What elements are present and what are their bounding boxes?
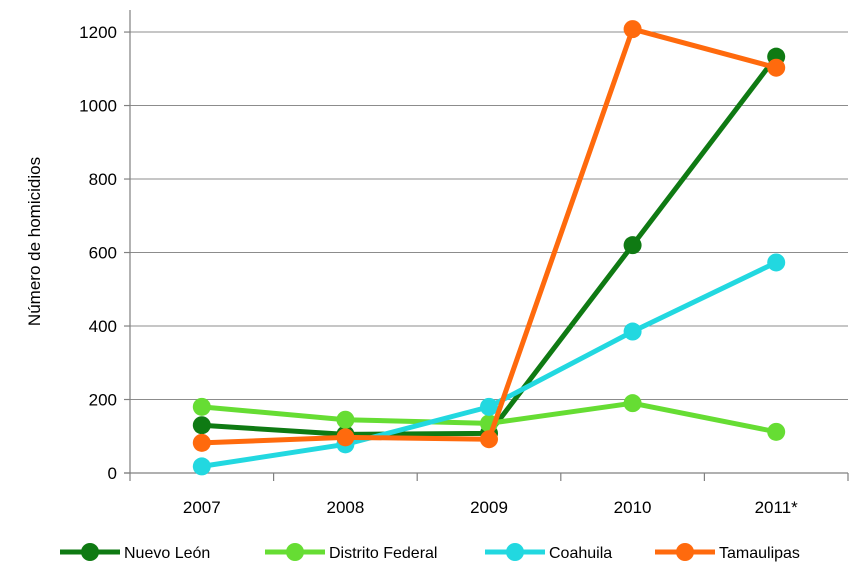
data-point (767, 58, 786, 77)
data-point (336, 428, 355, 447)
data-point (480, 397, 498, 416)
y-axis-ticks: 0 200 400 600 800 1000 1200 (79, 23, 130, 483)
axes (124, 10, 848, 474)
series-nuevo-le-n (192, 47, 786, 444)
y-tick-label: 1200 (79, 23, 117, 42)
legend-label: Tamaulipas (719, 545, 800, 562)
legend-item: Distrito Federal (265, 543, 437, 562)
data-point (767, 422, 786, 441)
x-tick-label: 2010 (614, 498, 652, 517)
legend-marker (81, 543, 99, 561)
y-axis-title: Número de homicidios (25, 157, 44, 326)
legend: Nuevo León Distrito Federal Coahuila Tamaul… (60, 543, 800, 562)
data-point (192, 433, 211, 452)
series-line (199, 26, 779, 446)
gridlines (130, 31, 848, 401)
data-point (623, 322, 642, 341)
series-tamaulipas (192, 20, 786, 452)
y-tick-label: 0 (108, 464, 117, 483)
data-point (480, 430, 498, 449)
series-line (199, 54, 779, 437)
legend-label: Coahuila (549, 545, 612, 562)
x-tick-label: 2007 (183, 498, 221, 517)
legend-marker (286, 543, 304, 561)
x-tick-label: 2009 (470, 498, 508, 517)
y-tick-label: 1000 (79, 97, 117, 116)
series-layer (192, 20, 786, 476)
legend-item: Nuevo León (60, 543, 210, 562)
data-point (623, 236, 642, 255)
data-point (336, 410, 355, 429)
legend-item: Tamaulipas (655, 543, 800, 562)
data-point (623, 394, 642, 413)
y-tick-label: 800 (89, 170, 117, 189)
legend-marker (676, 543, 694, 561)
y-tick-label: 400 (89, 317, 117, 336)
data-point (767, 253, 786, 272)
data-point (623, 20, 642, 39)
legend-item: Coahuila (485, 543, 612, 562)
legend-marker (506, 543, 524, 561)
x-tick-label: 2008 (326, 498, 364, 517)
data-point (192, 457, 211, 476)
legend-label: Nuevo León (124, 545, 210, 562)
y-tick-label: 600 (89, 244, 117, 263)
x-axis-ticks: 2007 2008 2009 2010 2011* (129, 473, 849, 517)
x-tick-label: 2011* (755, 498, 799, 517)
data-point (192, 416, 211, 435)
series-distrito-federal (192, 394, 786, 441)
y-tick-label: 200 (89, 391, 117, 410)
data-point (192, 397, 211, 416)
legend-label: Distrito Federal (329, 545, 437, 562)
